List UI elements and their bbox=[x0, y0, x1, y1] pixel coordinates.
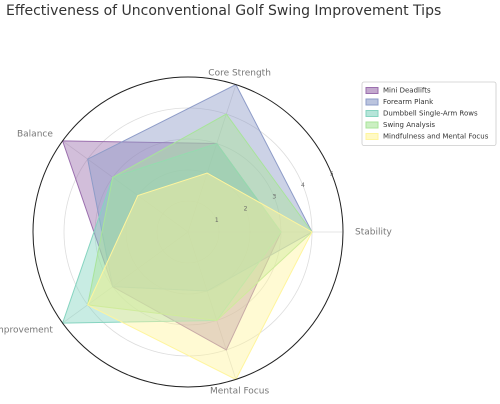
r-tick-label: 1 bbox=[215, 217, 219, 224]
category-label: Mental Focus bbox=[210, 386, 269, 396]
category-label: Core Strength bbox=[208, 69, 271, 79]
r-tick-label: 5 bbox=[330, 170, 334, 177]
legend-swatch bbox=[365, 110, 379, 117]
legend-swatch bbox=[365, 98, 379, 106]
r-tick-label: 2 bbox=[244, 205, 248, 212]
legend-label: Mindfulness and Mental Focus bbox=[383, 133, 489, 141]
series-area bbox=[61, 142, 282, 324]
legend-swatch bbox=[365, 133, 379, 140]
spoke bbox=[187, 231, 237, 380]
category-label: Balance bbox=[17, 129, 53, 139]
legend-label: Forearm Plank bbox=[383, 98, 434, 106]
spoke bbox=[62, 140, 189, 233]
chart-title: Effectiveness of Unconventional Golf Swi… bbox=[6, 3, 441, 19]
legend-swatch bbox=[365, 121, 379, 129]
category-label: Stability bbox=[355, 228, 393, 238]
legend-label: Dumbbell Single-Arm Rows bbox=[383, 110, 478, 118]
series-area bbox=[87, 172, 313, 381]
legend-label: Swing Analysis bbox=[383, 121, 435, 129]
spoke bbox=[62, 231, 189, 324]
outer-circle bbox=[32, 76, 344, 388]
legend-frame bbox=[361, 81, 497, 146]
series-area bbox=[87, 113, 313, 321]
r-tick-label: 4 bbox=[301, 182, 305, 189]
legend-label: Mini Deadlifts bbox=[383, 87, 431, 95]
r-tick-label: 3 bbox=[272, 194, 276, 201]
spoke bbox=[187, 84, 237, 233]
legend-swatch bbox=[365, 87, 379, 94]
series-area bbox=[87, 83, 313, 292]
category-label: Swing Improvement bbox=[0, 326, 53, 336]
